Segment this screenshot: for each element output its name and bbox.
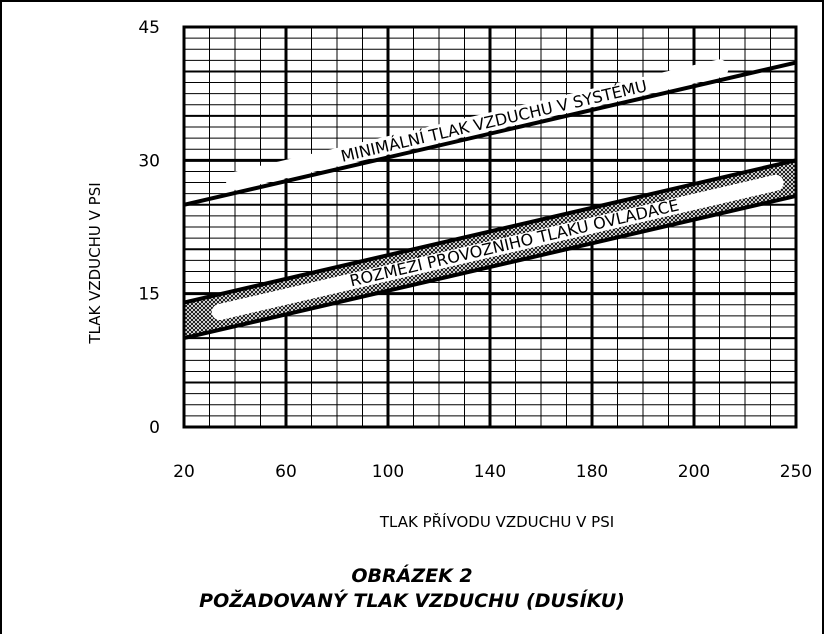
figure-title: POŽADOVANÝ TLAK VZDUCHU (DUSÍKU)	[199, 590, 625, 612]
x-tick-label: 140	[474, 462, 506, 482]
plot-border	[182, 25, 798, 429]
axes	[182, 25, 798, 429]
series-label-background	[226, 59, 729, 190]
operating-band	[183, 158, 797, 341]
x-tick-label: 20	[173, 462, 195, 482]
band-label: ROZMEZÍ PROVOZNÍHO TLAKU OVLADAČE	[348, 196, 681, 291]
x-tick-label: 250	[780, 462, 812, 482]
x-axis-title: TLAK PŘÍVODU VZDUCHU V PSI	[379, 512, 614, 531]
y-tick-label: 30	[138, 151, 160, 171]
x-tick-label: 100	[372, 462, 404, 482]
series-line	[183, 60, 797, 207]
y-tick-label: 15	[138, 285, 160, 305]
x-tick-label: 60	[275, 462, 297, 482]
y-tick-label: 45	[138, 18, 160, 38]
series-label: MINIMÁLNÍ TLAK VZDUCHU V SYSTÉMU	[339, 76, 649, 166]
y-axis-title: TLAK VZDUCHU V PSI	[86, 182, 104, 344]
figure-number: OBRÁZEK 2	[351, 565, 473, 587]
y-tick-label: 0	[149, 418, 160, 438]
band-lower-line	[183, 193, 797, 341]
x-tick-label: 200	[678, 462, 710, 482]
series-lines	[183, 59, 797, 207]
band-upper-line	[183, 158, 797, 305]
tick-labels: 20 60 100 140 180 200 250 0 15 30 45	[138, 18, 812, 482]
band-label-background	[211, 174, 784, 321]
x-tick-label: 180	[576, 462, 608, 482]
